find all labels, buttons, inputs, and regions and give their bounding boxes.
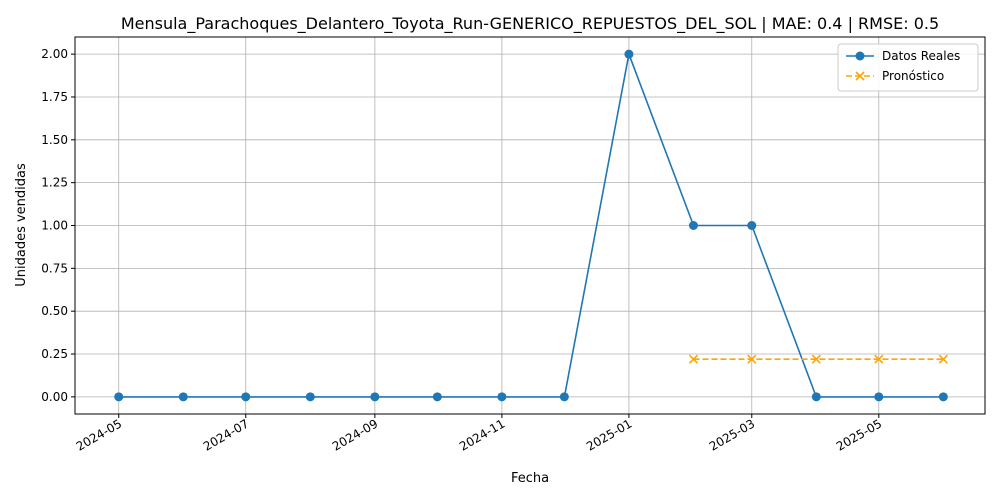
series-line bbox=[118, 51, 944, 398]
y-tick-label: 2.00 bbox=[41, 47, 68, 61]
x-tick-label: 2025-01 bbox=[584, 416, 634, 453]
x-tick-label: 2024-11 bbox=[457, 416, 507, 453]
data-point bbox=[747, 354, 757, 364]
data-point bbox=[874, 392, 884, 402]
y-axis-label: Unidades vendidas bbox=[14, 163, 29, 287]
y-tick-label: 0.25 bbox=[41, 347, 68, 361]
y-axis-ticks: 0.00 0.25 0.50 0.75 1.00 1.25 1.50 1.75 2.00 bbox=[41, 47, 75, 404]
y-tick-label: 0.00 bbox=[41, 390, 68, 404]
data-point bbox=[178, 392, 188, 402]
data-point bbox=[624, 49, 634, 59]
legend-label: Datos Reales bbox=[882, 49, 960, 63]
data-point bbox=[855, 51, 865, 61]
data-point bbox=[938, 354, 948, 364]
x-tick-label: 2025-03 bbox=[707, 416, 757, 453]
data-point bbox=[811, 354, 821, 364]
series-layer bbox=[114, 49, 948, 402]
data-point bbox=[305, 392, 315, 402]
data-point bbox=[114, 392, 124, 402]
series-datos-reales bbox=[114, 49, 948, 402]
grid bbox=[75, 37, 985, 414]
chart-title: Mensula_Parachoques_Delantero_Toyota_Run… bbox=[121, 14, 939, 34]
data-point bbox=[241, 392, 251, 402]
data-point bbox=[874, 354, 884, 364]
data-point bbox=[811, 392, 821, 402]
x-axis-label: Fecha bbox=[511, 471, 549, 486]
data-point bbox=[938, 392, 948, 402]
legend: Datos Reales Pronóstico bbox=[837, 43, 979, 92]
data-point bbox=[855, 71, 865, 81]
data-point bbox=[559, 392, 569, 402]
x-tick-label: 2024-09 bbox=[330, 416, 380, 453]
y-tick-label: 0.75 bbox=[41, 261, 68, 275]
data-point bbox=[497, 392, 507, 402]
legend-label: Pronóstico bbox=[882, 69, 944, 83]
data-point bbox=[688, 354, 699, 364]
legend-items: Datos Reales Pronóstico bbox=[846, 49, 960, 83]
y-tick-label: 1.50 bbox=[41, 133, 68, 147]
series-pron-stico bbox=[688, 354, 948, 364]
data-point bbox=[370, 392, 380, 402]
x-tick-label: 2024-05 bbox=[74, 416, 124, 453]
y-tick-label: 0.50 bbox=[41, 304, 68, 318]
x-tick-label: 2024-07 bbox=[201, 416, 251, 453]
y-tick-label: 1.00 bbox=[41, 219, 68, 233]
data-point bbox=[688, 221, 698, 230]
data-point bbox=[747, 221, 757, 230]
y-tick-label: 1.25 bbox=[41, 176, 68, 190]
y-tick-label: 1.75 bbox=[41, 90, 68, 104]
data-point bbox=[432, 392, 442, 402]
x-axis-ticks: 2024-05 2024-07 2024-09 2024-11 2025-01 2025-… bbox=[74, 414, 884, 454]
x-tick-label: 2025-05 bbox=[834, 416, 884, 453]
